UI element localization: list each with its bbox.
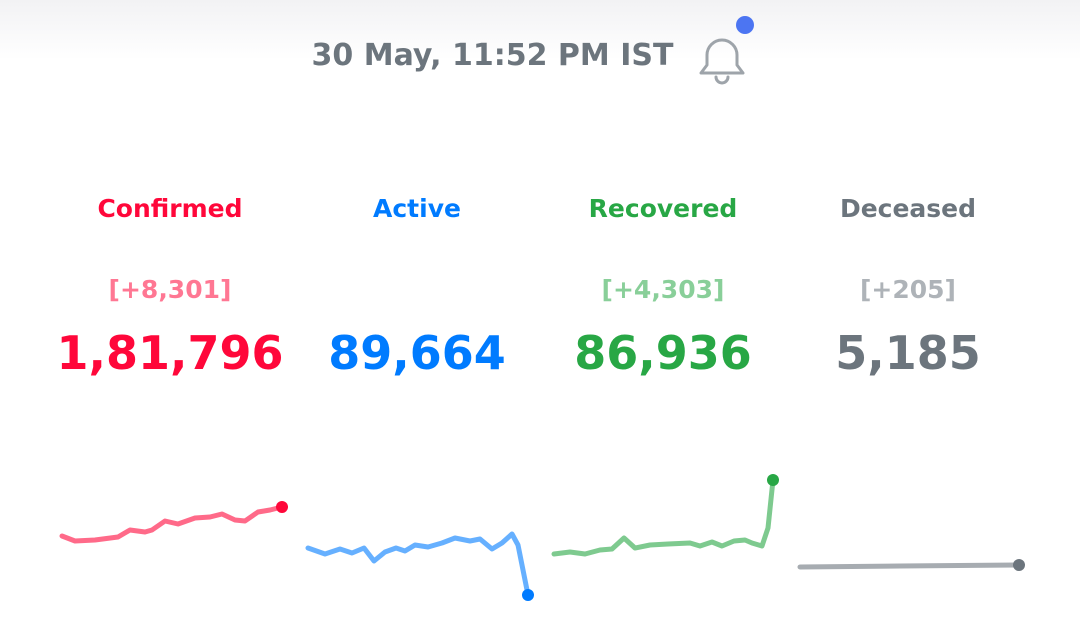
stat-delta: [+205]	[860, 275, 956, 304]
stat-total: 5,185	[835, 326, 981, 380]
stat-delta: [+4,303]	[601, 275, 725, 304]
header-bar	[0, 0, 1080, 60]
sparkline-dot	[1013, 559, 1025, 571]
bell-icon[interactable]	[699, 38, 745, 85]
stat-label: Recovered	[588, 194, 738, 223]
sparkline-confirmed	[59, 504, 285, 544]
stat-label: Confirmed	[97, 194, 243, 223]
sparkline-dot	[767, 474, 779, 486]
stat-total: 86,936	[574, 326, 752, 380]
stat-total: 1,81,796	[56, 326, 284, 380]
stat-total: 89,664	[328, 326, 506, 380]
stat-label: Active	[373, 194, 461, 223]
sparkline-dot	[276, 501, 288, 513]
sparkline-recovered	[551, 477, 776, 557]
stat-label: Deceased	[839, 194, 977, 223]
sparkline-active	[305, 531, 531, 598]
sparkline-dot	[522, 589, 534, 601]
timestamp: 30 May, 11:52 PM IST	[311, 38, 674, 73]
stat-delta: [+8,301]	[108, 275, 232, 304]
notification-dot	[736, 16, 754, 34]
sparkline-deceased	[797, 562, 1022, 570]
